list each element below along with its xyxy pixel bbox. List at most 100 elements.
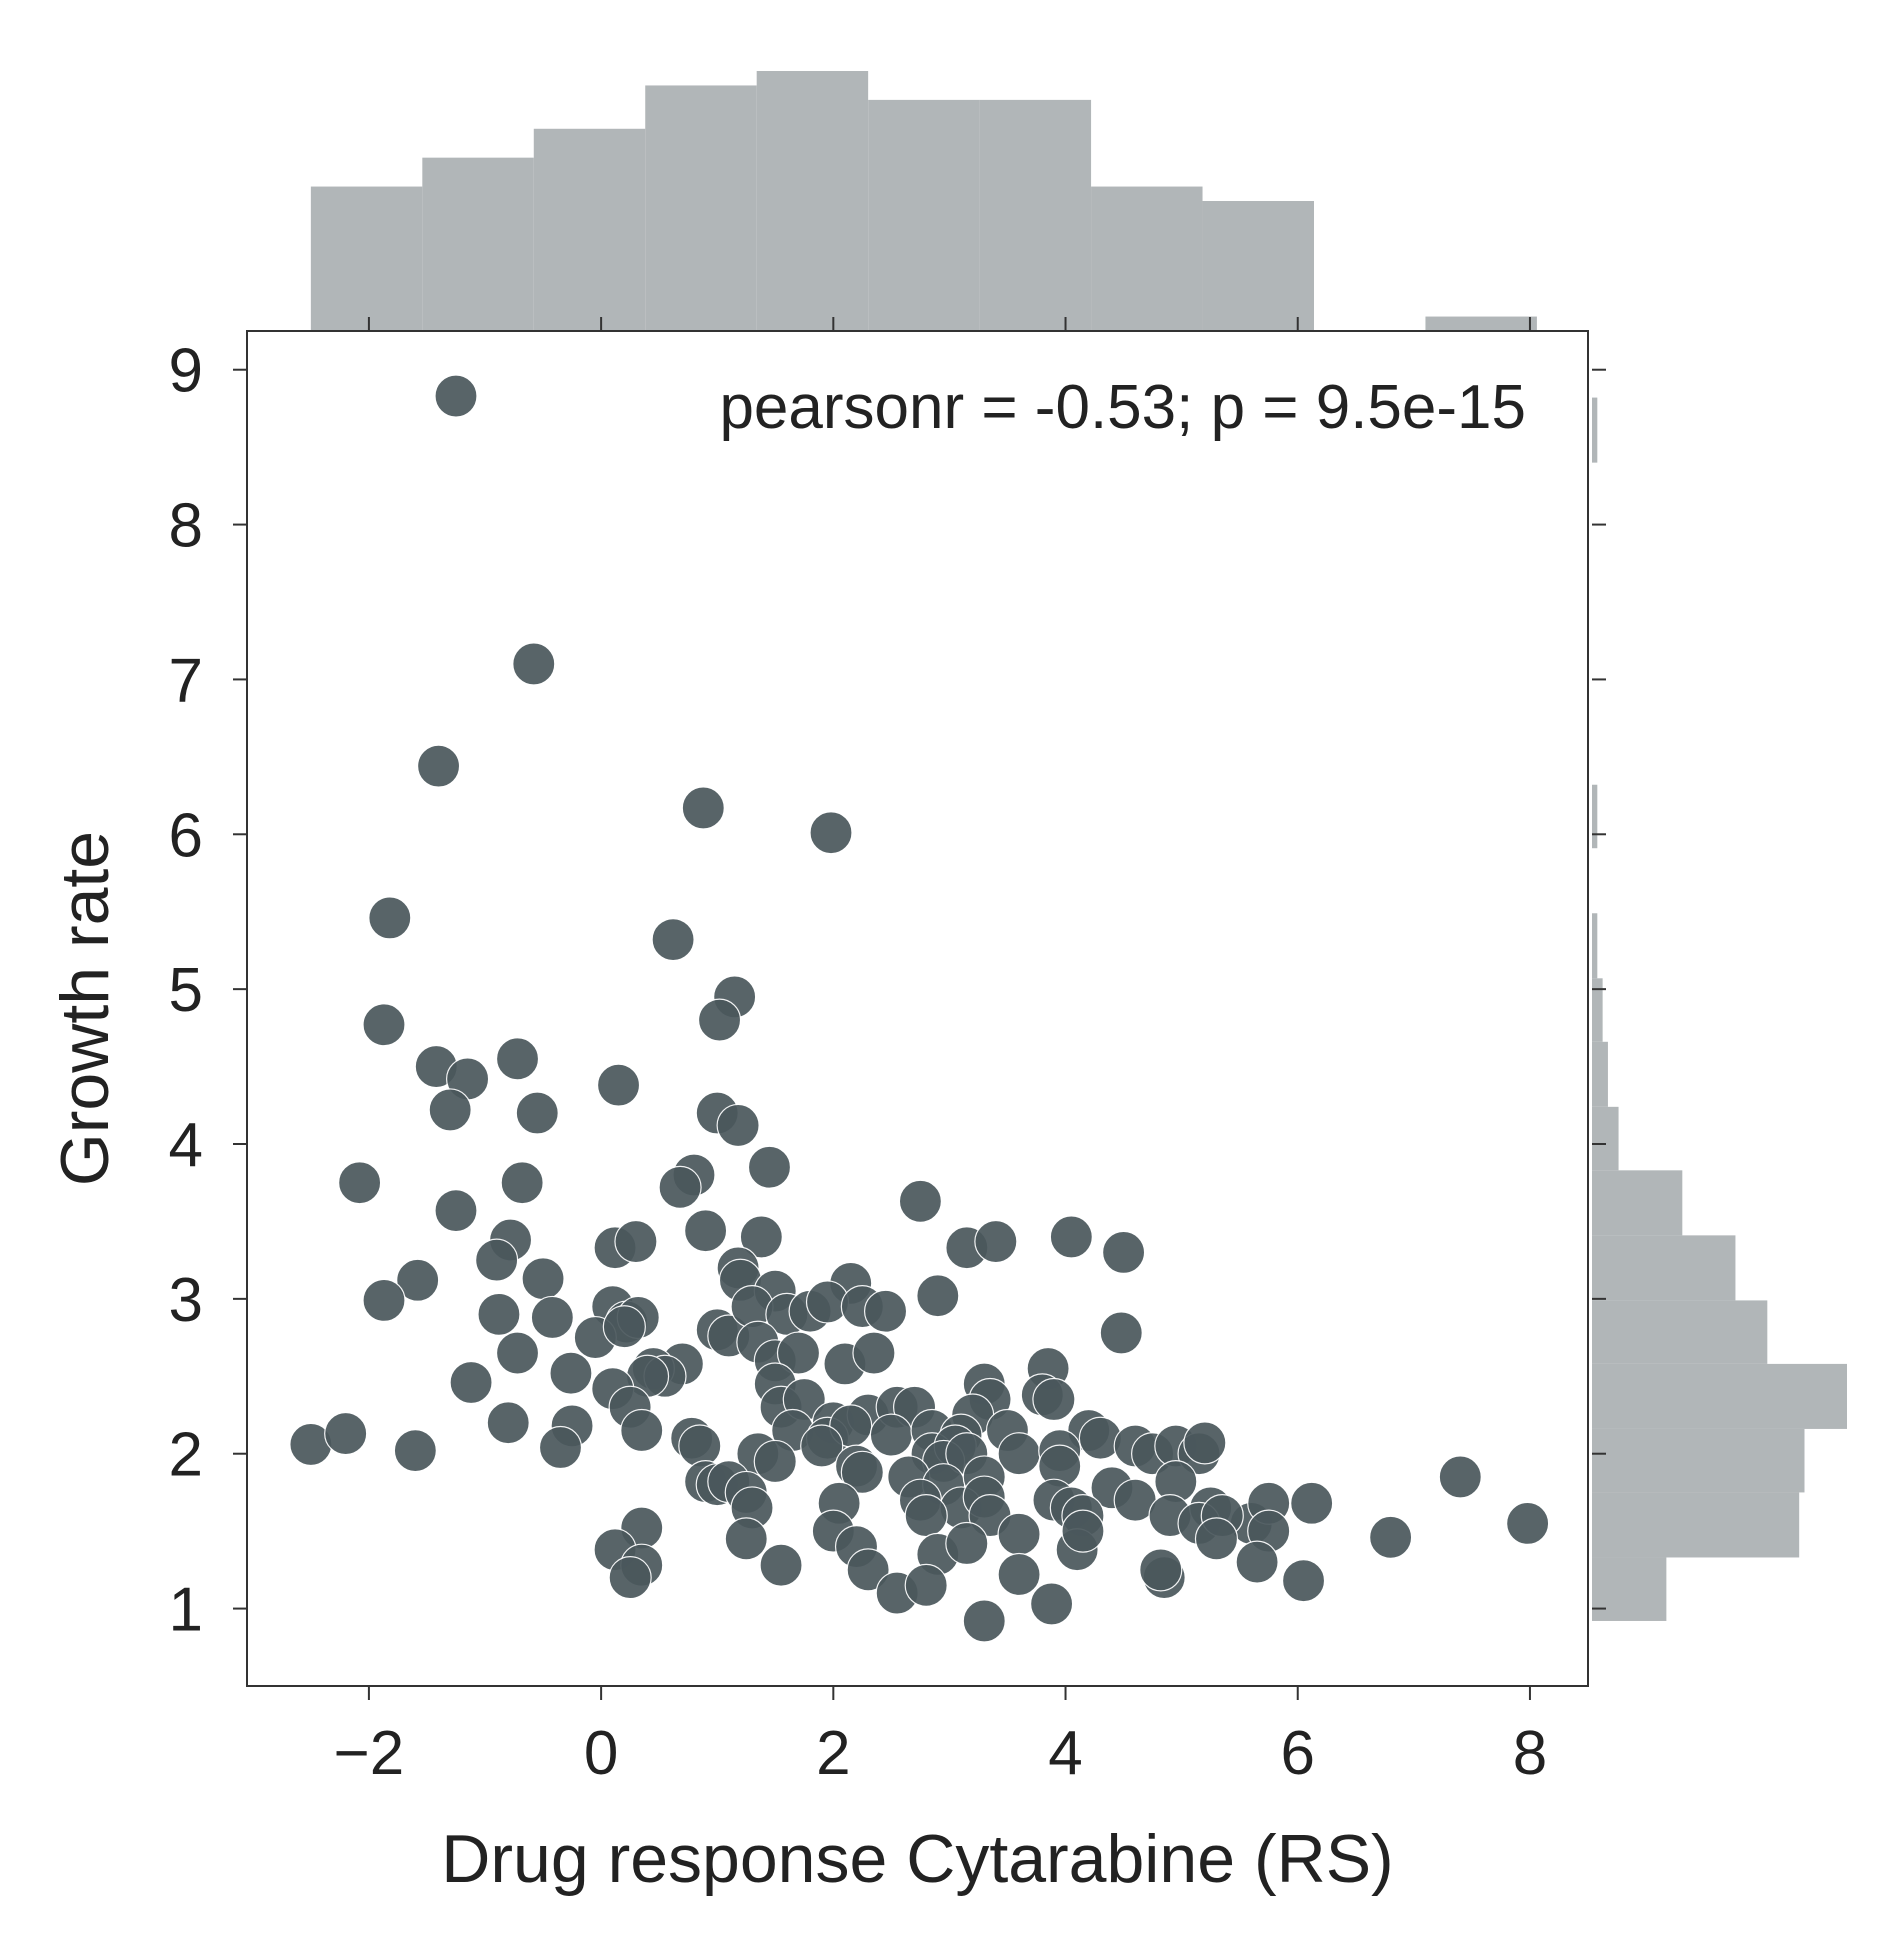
scatter-point xyxy=(904,1494,948,1538)
scatter-point xyxy=(1032,1377,1076,1422)
hist-y-bar xyxy=(1592,1428,1805,1493)
scatter-point xyxy=(338,1161,382,1205)
scatter-point xyxy=(486,1401,530,1445)
scatter-point xyxy=(1438,1455,1482,1499)
hist-x-bar xyxy=(979,99,1092,331)
scatter-point xyxy=(1029,1582,1074,1626)
hist-y-bar xyxy=(1592,1492,1800,1558)
scatter-point xyxy=(1235,1540,1279,1584)
y-tick-label: 4 xyxy=(169,1111,203,1180)
scatter-point xyxy=(962,1599,1006,1643)
hist-y-bar xyxy=(1592,1170,1683,1236)
scatter-point xyxy=(697,998,742,1042)
scatter-point xyxy=(651,917,695,962)
hist-y-bar xyxy=(1592,784,1598,849)
top-marginal-histogram xyxy=(310,71,1537,331)
scatter-point xyxy=(362,1278,406,1323)
scatter-point xyxy=(739,1215,783,1259)
scatter-point xyxy=(495,1331,540,1375)
scatter-point xyxy=(904,1563,948,1607)
scatter-point xyxy=(620,1408,664,1453)
hist-y-bar xyxy=(1592,1106,1619,1171)
y-tick-label: 9 xyxy=(169,337,203,406)
hist-y-bar xyxy=(1592,1363,1847,1429)
scatter-point xyxy=(684,1209,728,1253)
scatter-point xyxy=(898,1179,943,1223)
scatter-point xyxy=(974,1219,1018,1264)
right-marginal-histogram xyxy=(1592,397,1847,1621)
hist-x-bar xyxy=(1425,316,1537,331)
scatter-point xyxy=(716,1103,760,1148)
scatter-point xyxy=(530,1295,574,1340)
hist-x-bar xyxy=(1091,186,1203,331)
scatter-point xyxy=(614,1219,658,1264)
x-axis-label: Drug response Cytarabine (RS) xyxy=(441,1821,1393,1897)
hist-x-bar xyxy=(533,128,646,331)
scatter-point xyxy=(324,1411,368,1456)
plot-frame xyxy=(246,330,1589,1687)
hist-y-bar xyxy=(1592,913,1598,979)
scatter-point xyxy=(997,1432,1041,1476)
scatter-point xyxy=(500,1161,544,1205)
x-tick-label: 8 xyxy=(1513,1719,1547,1788)
scatter-point xyxy=(840,1450,884,1494)
scatter-point xyxy=(608,1555,652,1600)
y-tick-label: 1 xyxy=(169,1576,203,1645)
scatter-point xyxy=(396,1258,440,1302)
scatter-point xyxy=(368,896,412,940)
hist-y-bar xyxy=(1592,978,1603,1042)
y-tick-label: 2 xyxy=(169,1421,203,1490)
y-axis-label: Growth rate xyxy=(47,831,123,1186)
hist-x-bar xyxy=(1202,201,1314,331)
scatter-point xyxy=(997,1552,1041,1597)
scatter-point xyxy=(916,1274,960,1318)
hist-y-bar xyxy=(1592,1300,1768,1364)
hist-y-bar xyxy=(1592,397,1598,463)
hist-x-bar xyxy=(756,71,869,331)
scatter-point xyxy=(678,1424,722,1468)
scatter-point xyxy=(863,1289,908,1333)
scatter-point xyxy=(393,1429,437,1473)
scatter-point xyxy=(434,1188,478,1233)
scatter-point xyxy=(1290,1481,1334,1525)
scatter-point xyxy=(1049,1215,1093,1259)
y-tick-label: 6 xyxy=(169,801,203,870)
scatter-point xyxy=(449,1360,493,1405)
scatter-point xyxy=(362,1003,406,1047)
scatter-point xyxy=(747,1145,792,1189)
scatter-point xyxy=(1369,1515,1413,1559)
scatter-point xyxy=(602,1305,646,1349)
scatter-point xyxy=(869,1413,913,1457)
scatter-point xyxy=(596,1063,641,1107)
scatter-point xyxy=(549,1351,593,1395)
hist-x-bar xyxy=(645,85,757,331)
hist-y-bar xyxy=(1592,1041,1608,1107)
hist-x-bar xyxy=(310,186,423,331)
scatter-point xyxy=(776,1331,821,1375)
hist-y-bar xyxy=(1592,1557,1667,1621)
hist-x-bar xyxy=(868,99,980,331)
scatter-point xyxy=(846,1548,890,1592)
y-tick-label: 3 xyxy=(169,1266,203,1335)
scatter-point xyxy=(512,642,556,686)
scatter-point xyxy=(945,1521,989,1566)
hist-y-bar xyxy=(1592,1235,1736,1301)
scatter-point xyxy=(434,374,478,418)
scatter-point xyxy=(1506,1501,1550,1546)
scatter-point xyxy=(416,744,461,788)
scatter-point xyxy=(809,811,853,855)
scatter-point xyxy=(759,1543,803,1587)
scatter-point xyxy=(852,1331,896,1375)
scatter-point xyxy=(1099,1311,1143,1355)
scatter-point xyxy=(428,1088,472,1132)
x-tick-label: 6 xyxy=(1280,1719,1314,1788)
x-tick-label: 4 xyxy=(1048,1719,1082,1788)
scatter-point xyxy=(800,1424,844,1468)
hist-x-bar xyxy=(422,157,534,331)
x-tick-label: 2 xyxy=(816,1719,850,1788)
y-tick-label: 8 xyxy=(169,492,203,561)
scatter-point xyxy=(521,1257,565,1301)
scatter-point xyxy=(1061,1509,1105,1553)
scatter-point xyxy=(1183,1421,1227,1465)
